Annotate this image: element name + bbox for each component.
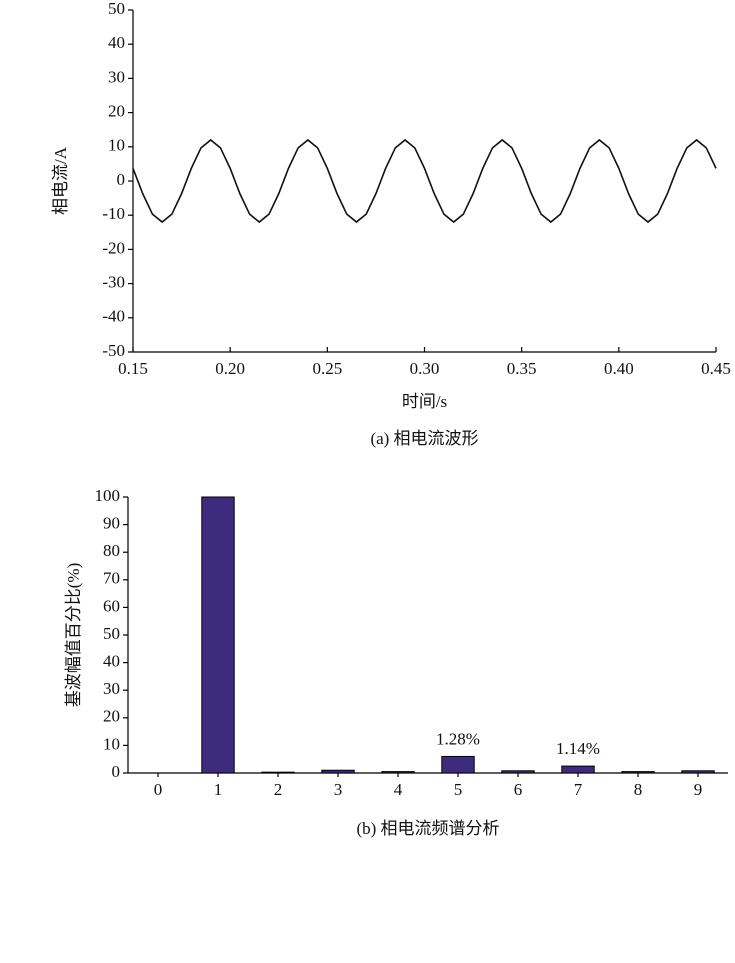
y-tick-label: 0 bbox=[112, 762, 121, 781]
bar bbox=[561, 765, 595, 774]
y-tick-label: 40 bbox=[108, 33, 125, 52]
y-tick-label: -30 bbox=[102, 273, 125, 292]
x-tick-label: 7 bbox=[574, 780, 583, 799]
y-tick-label: 10 bbox=[108, 136, 125, 155]
current-line bbox=[132, 138, 717, 224]
x-tick-label: 3 bbox=[334, 780, 343, 799]
x-tick-label: 9 bbox=[694, 780, 703, 799]
x-tick-label: 0.45 bbox=[701, 359, 731, 378]
y-tick-label: 30 bbox=[103, 679, 120, 698]
bar bbox=[261, 771, 295, 774]
x-tick-label: 0.15 bbox=[118, 359, 148, 378]
x-tick-label: 8 bbox=[634, 780, 643, 799]
annotation: 1.28% bbox=[436, 729, 480, 748]
y-tick-label: 90 bbox=[103, 514, 120, 533]
bar bbox=[441, 755, 475, 774]
y-tick-label: 60 bbox=[103, 596, 120, 615]
x-tick-label: 0.40 bbox=[604, 359, 634, 378]
bar bbox=[381, 771, 415, 774]
y-tick-label: 70 bbox=[103, 569, 120, 588]
y-tick-label: 30 bbox=[108, 67, 125, 86]
x-tick-label: 0.20 bbox=[215, 359, 245, 378]
x-tick-label: 2 bbox=[274, 780, 283, 799]
y-tick-label: 100 bbox=[95, 486, 121, 505]
bar bbox=[201, 496, 235, 774]
y-axis-title: 相电流/A bbox=[51, 146, 70, 215]
x-tick-label: 0.35 bbox=[507, 359, 537, 378]
x-tick-label: 6 bbox=[514, 780, 523, 799]
y-tick-label: 20 bbox=[103, 707, 120, 726]
y-tick-label: -10 bbox=[102, 204, 125, 223]
y-tick-label: 0 bbox=[117, 170, 126, 189]
x-axis-title: 时间/s bbox=[402, 392, 447, 411]
x-tick-label: 1 bbox=[214, 780, 223, 799]
y-tick-label: -50 bbox=[102, 341, 125, 360]
y-tick-label: 20 bbox=[108, 102, 125, 121]
y-tick-label: 10 bbox=[103, 734, 120, 753]
x-tick-label: 0 bbox=[154, 780, 163, 799]
caption: (a) 相电流波形 bbox=[370, 429, 478, 448]
y-tick-label: -20 bbox=[102, 238, 125, 257]
caption: (b) 相电流频谱分析 bbox=[356, 819, 499, 838]
bar bbox=[681, 770, 715, 774]
y-tick-label: 50 bbox=[108, 0, 125, 18]
bar bbox=[621, 771, 655, 774]
x-tick-label: 0.30 bbox=[410, 359, 440, 378]
bar bbox=[321, 769, 355, 774]
y-tick-label: 50 bbox=[103, 624, 120, 643]
annotation: 1.14% bbox=[556, 739, 600, 758]
x-tick-label: 0.25 bbox=[312, 359, 342, 378]
x-tick-label: 4 bbox=[394, 780, 403, 799]
y-tick-label: 40 bbox=[103, 652, 120, 671]
x-tick-label: 5 bbox=[454, 780, 463, 799]
bar bbox=[501, 770, 535, 774]
y-tick-label: 80 bbox=[103, 541, 120, 560]
y-axis-title: 基波幅值百分比(%) bbox=[64, 563, 83, 707]
y-tick-label: -40 bbox=[102, 307, 125, 326]
